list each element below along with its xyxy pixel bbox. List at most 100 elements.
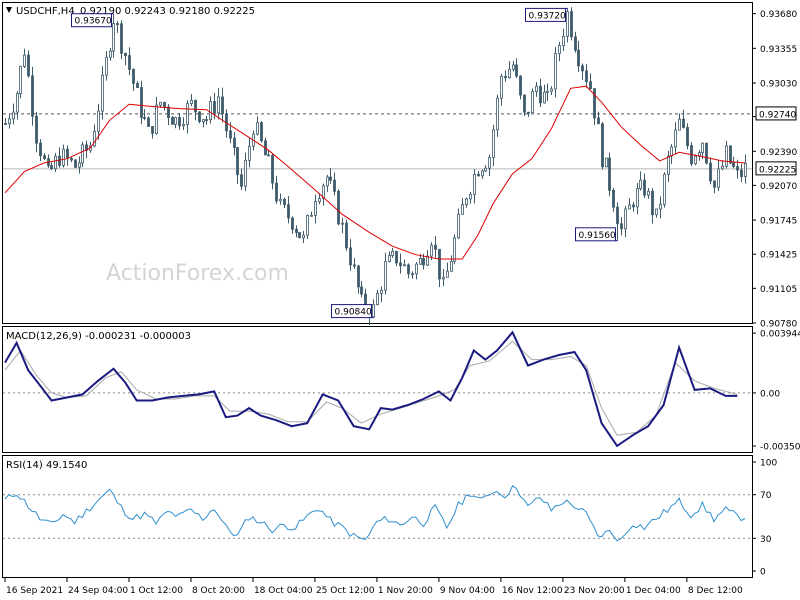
- candle: [360, 281, 363, 298]
- time-tick-label: 23 Nov 20:00: [564, 586, 625, 596]
- candle: [267, 149, 270, 157]
- time-tick-label: 1 Oct 12:00: [130, 586, 183, 596]
- candle: [554, 46, 557, 98]
- candle: [562, 28, 565, 52]
- time-tick-label: 1 Nov 20:00: [378, 586, 433, 596]
- candle: [174, 116, 177, 129]
- macd-tick-label: -0.003506: [760, 443, 800, 453]
- candle: [70, 157, 73, 163]
- candle: [93, 124, 96, 148]
- candle: [620, 216, 623, 236]
- candle: [19, 65, 22, 99]
- candle: [473, 169, 476, 204]
- time-tick-label: 8 Oct 20:00: [192, 586, 245, 596]
- price-extreme-label: 0.90840: [331, 304, 374, 319]
- candle: [128, 47, 131, 76]
- candle: [608, 152, 611, 197]
- candle: [388, 251, 391, 263]
- candle: [27, 50, 30, 78]
- candle: [62, 144, 65, 168]
- candle: [585, 63, 588, 88]
- price-tick-label: 0.91425: [760, 251, 797, 261]
- candle: [233, 132, 236, 156]
- candle: [23, 48, 26, 69]
- candle: [546, 83, 549, 102]
- candle: [74, 159, 77, 168]
- candle: [643, 173, 646, 198]
- candle: [248, 137, 251, 168]
- candle: [116, 20, 119, 33]
- candle: [186, 100, 189, 134]
- candle: [740, 163, 743, 183]
- candle: [287, 196, 290, 224]
- candle: [694, 154, 697, 166]
- candle: [519, 75, 522, 100]
- candle: [140, 80, 143, 125]
- candle: [155, 97, 158, 135]
- candle: [291, 216, 294, 234]
- candle: [194, 99, 197, 121]
- price-tick-label: 0.93355: [760, 45, 797, 55]
- price-panel-frame: [2, 2, 753, 324]
- candle: [171, 116, 174, 125]
- candle: [391, 248, 394, 258]
- macd-axis: 0.003944 0.00 -0.003506: [752, 330, 800, 453]
- candle: [744, 154, 747, 184]
- price-tick-label: 0.92070: [760, 182, 797, 192]
- candle: [457, 208, 460, 240]
- candle: [120, 20, 123, 59]
- candle: [411, 271, 414, 279]
- candle: [372, 299, 375, 318]
- candle: [667, 150, 670, 183]
- candle: [438, 248, 441, 287]
- candle: [101, 66, 104, 120]
- candle: [31, 66, 34, 126]
- candle: [163, 101, 166, 111]
- candle: [581, 63, 584, 80]
- price-tick-label: 0.90780: [760, 320, 797, 330]
- candle: [217, 88, 220, 120]
- candle: [446, 262, 449, 278]
- candle: [403, 259, 406, 267]
- candle: [39, 139, 42, 162]
- candle: [345, 219, 348, 251]
- price-level-lines: [3, 113, 752, 170]
- candle: [632, 201, 635, 212]
- candle: [481, 169, 484, 179]
- time-tick-label: 16 Nov 12:00: [502, 586, 563, 596]
- candle: [136, 80, 139, 88]
- candle: [469, 191, 472, 204]
- rsi-level-lines: [3, 494, 752, 539]
- price-candles: [4, 7, 747, 326]
- rsi-tick-label: 30: [760, 535, 772, 545]
- candle: [713, 180, 716, 194]
- candle: [337, 189, 340, 226]
- time-tick-label: 1 Dec 04:00: [626, 586, 681, 596]
- candle: [66, 145, 69, 166]
- candle: [143, 109, 146, 121]
- candle: [531, 88, 534, 114]
- candle: [151, 126, 154, 139]
- candle: [434, 235, 437, 258]
- candle: [717, 159, 720, 192]
- candle: [333, 172, 336, 196]
- candle: [504, 70, 507, 82]
- rsi-line: [4, 485, 746, 542]
- candle: [349, 239, 352, 271]
- candle: [574, 31, 577, 53]
- time-tick-label: 8 Dec 12:00: [688, 586, 743, 596]
- candle: [670, 144, 673, 164]
- candle: [190, 94, 193, 107]
- time-tick-label: 18 Oct 04:00: [254, 586, 313, 596]
- candle: [732, 156, 735, 169]
- candle: [43, 153, 46, 161]
- candle: [484, 165, 487, 172]
- candle: [577, 40, 580, 72]
- rsi-tick-label: 70: [760, 491, 772, 501]
- price-extreme-label: 0.93720: [525, 7, 568, 22]
- candle: [601, 122, 604, 170]
- candle: [384, 252, 387, 295]
- price-extreme-label: 0.93670: [71, 13, 114, 28]
- candle: [326, 174, 329, 192]
- candle: [616, 202, 619, 240]
